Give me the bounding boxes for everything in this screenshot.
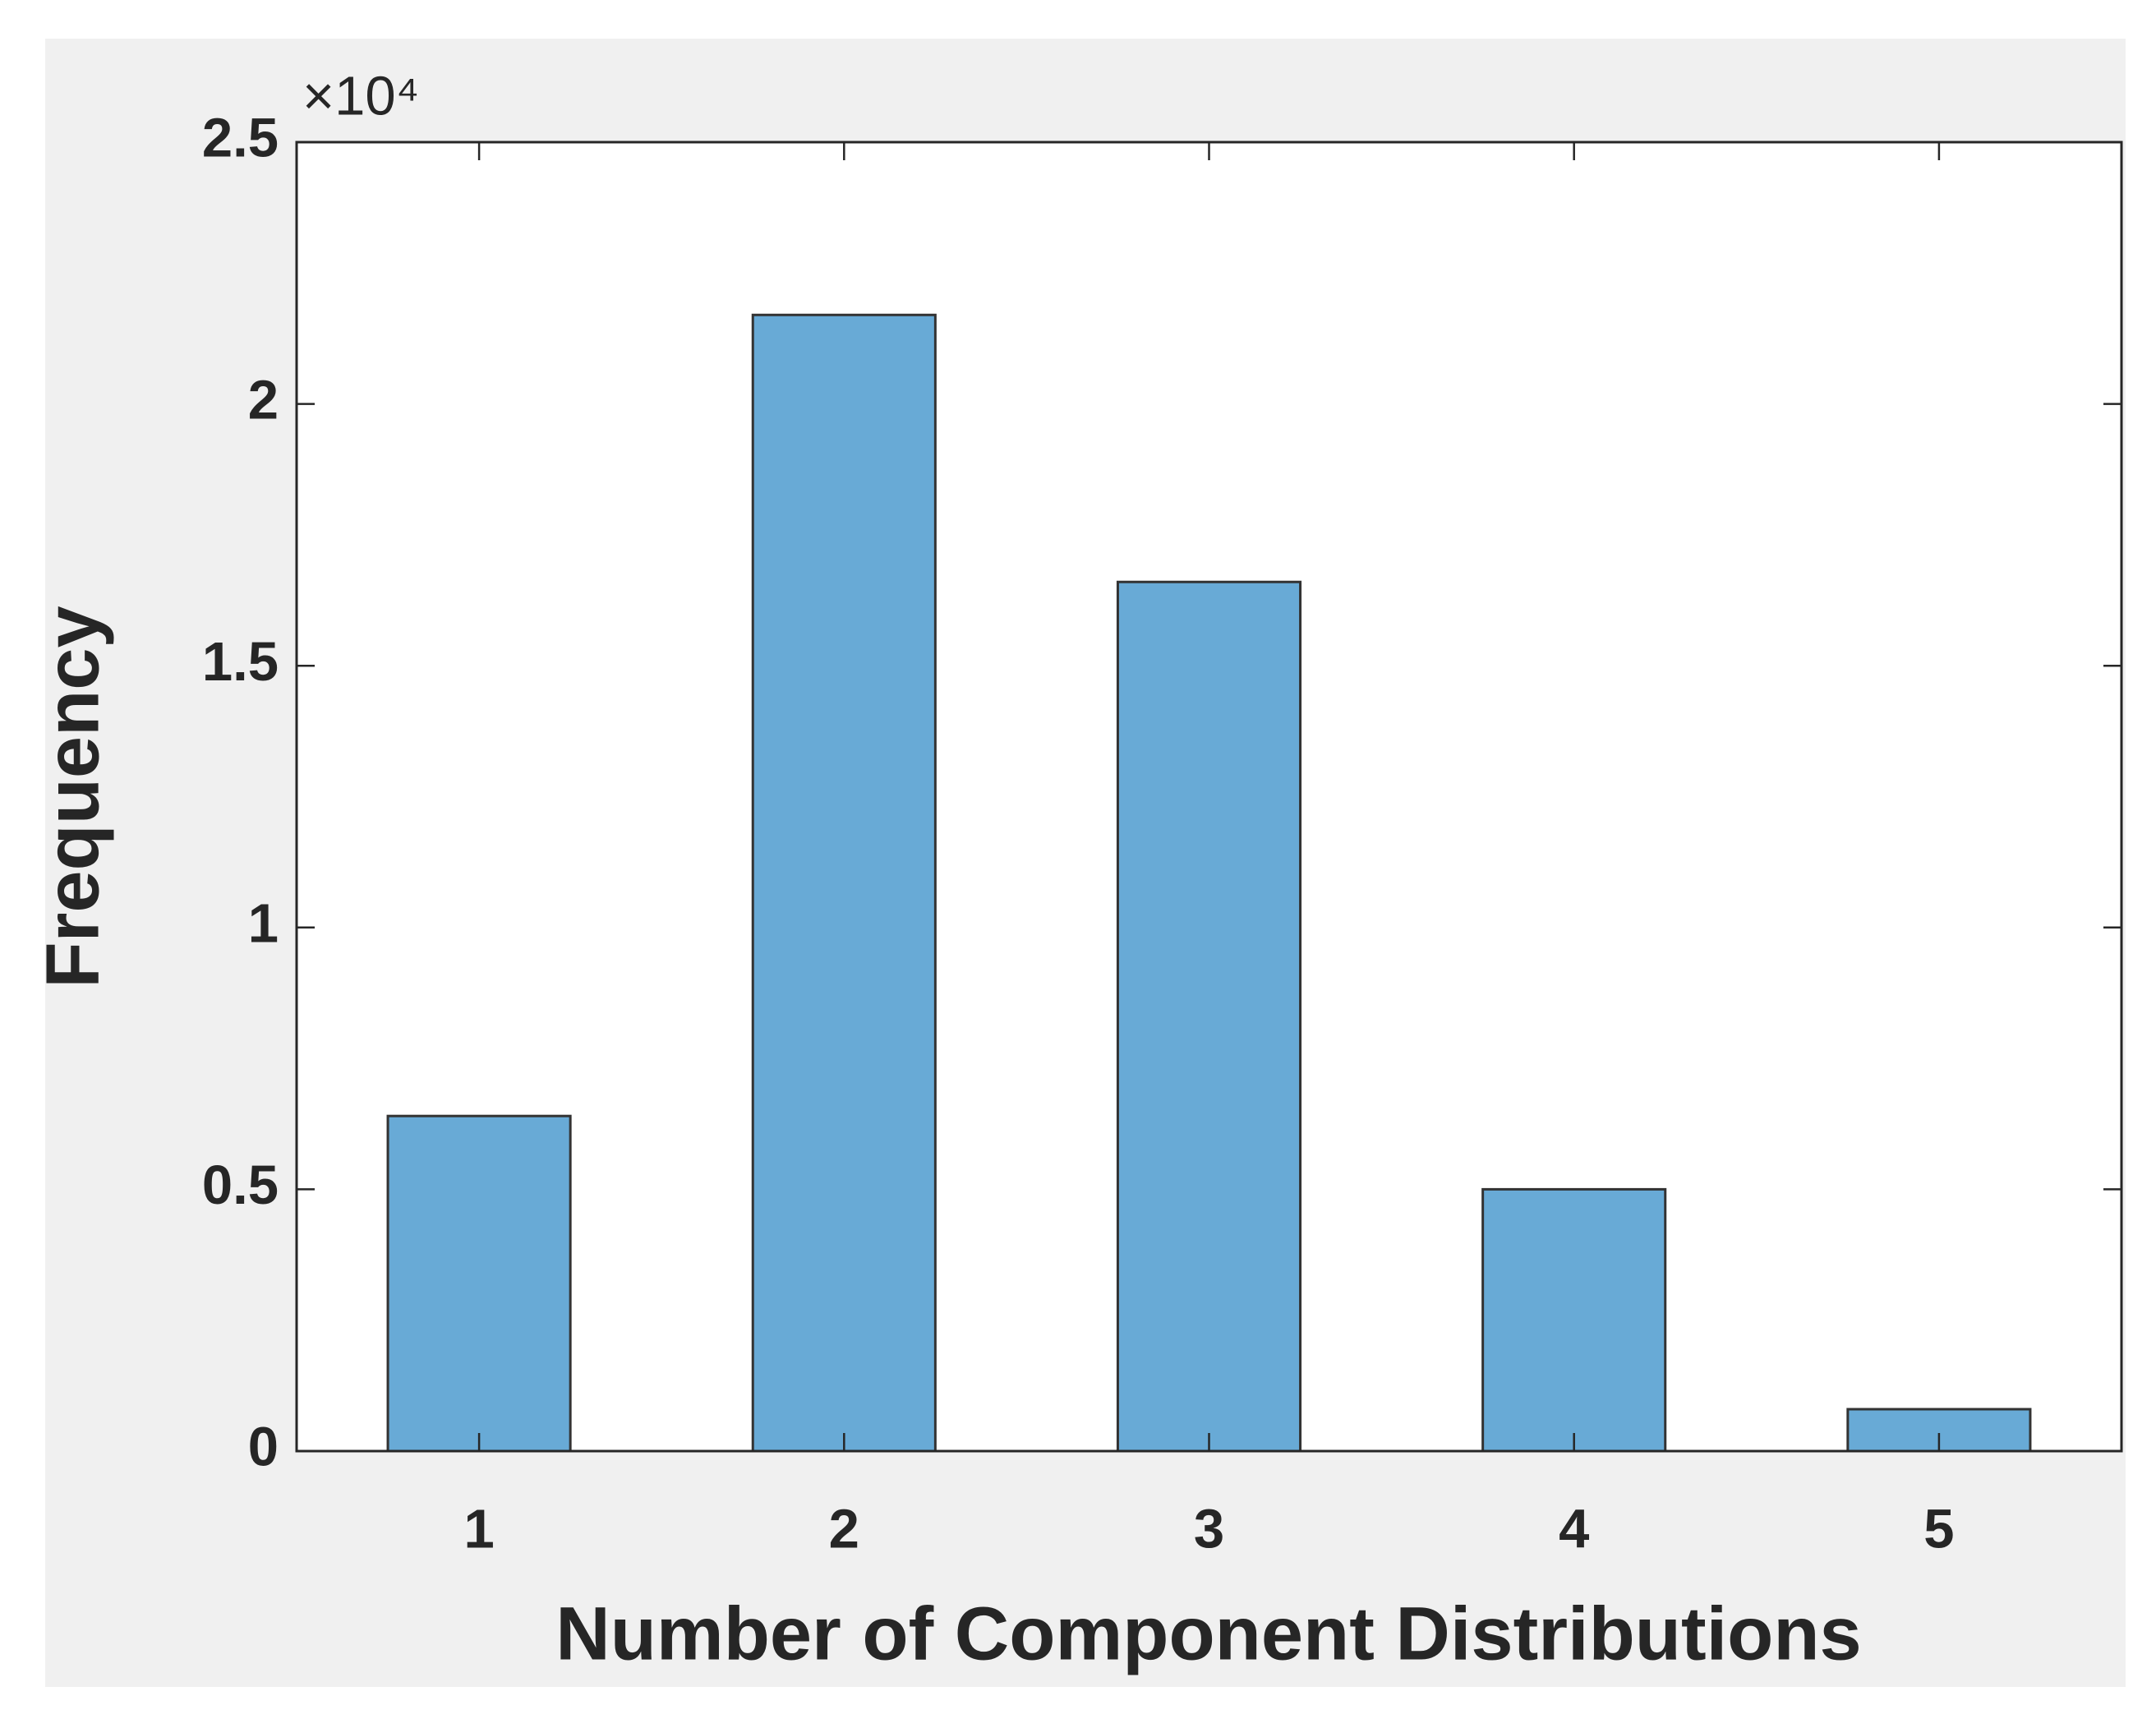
bar (386, 1114, 572, 1453)
x-axis-label: Number of Component Distributions (555, 1592, 1861, 1675)
x-tick-label: 5 (1923, 1499, 1954, 1560)
x-tick-label: 2 (829, 1499, 859, 1560)
x-tick-label: 1 (463, 1499, 494, 1560)
y-tick-label: 2 (248, 369, 279, 431)
bar (1116, 580, 1302, 1453)
axes-box (295, 141, 2123, 1453)
y-tick-label: 1.5 (202, 631, 279, 693)
y-tick-label: 0 (248, 1417, 279, 1478)
y-tick-label: 1 (248, 893, 279, 955)
y-tick-label: 2.5 (202, 108, 279, 169)
y-tick-label: 0.5 (202, 1154, 279, 1216)
y-axis-label: Frequency (30, 606, 114, 988)
x-tick-label: 3 (1194, 1499, 1224, 1560)
bar (751, 313, 937, 1453)
y-multiplier: ×10⁴ (302, 66, 419, 127)
bar (1481, 1187, 1667, 1453)
x-tick-label: 4 (1559, 1499, 1589, 1560)
